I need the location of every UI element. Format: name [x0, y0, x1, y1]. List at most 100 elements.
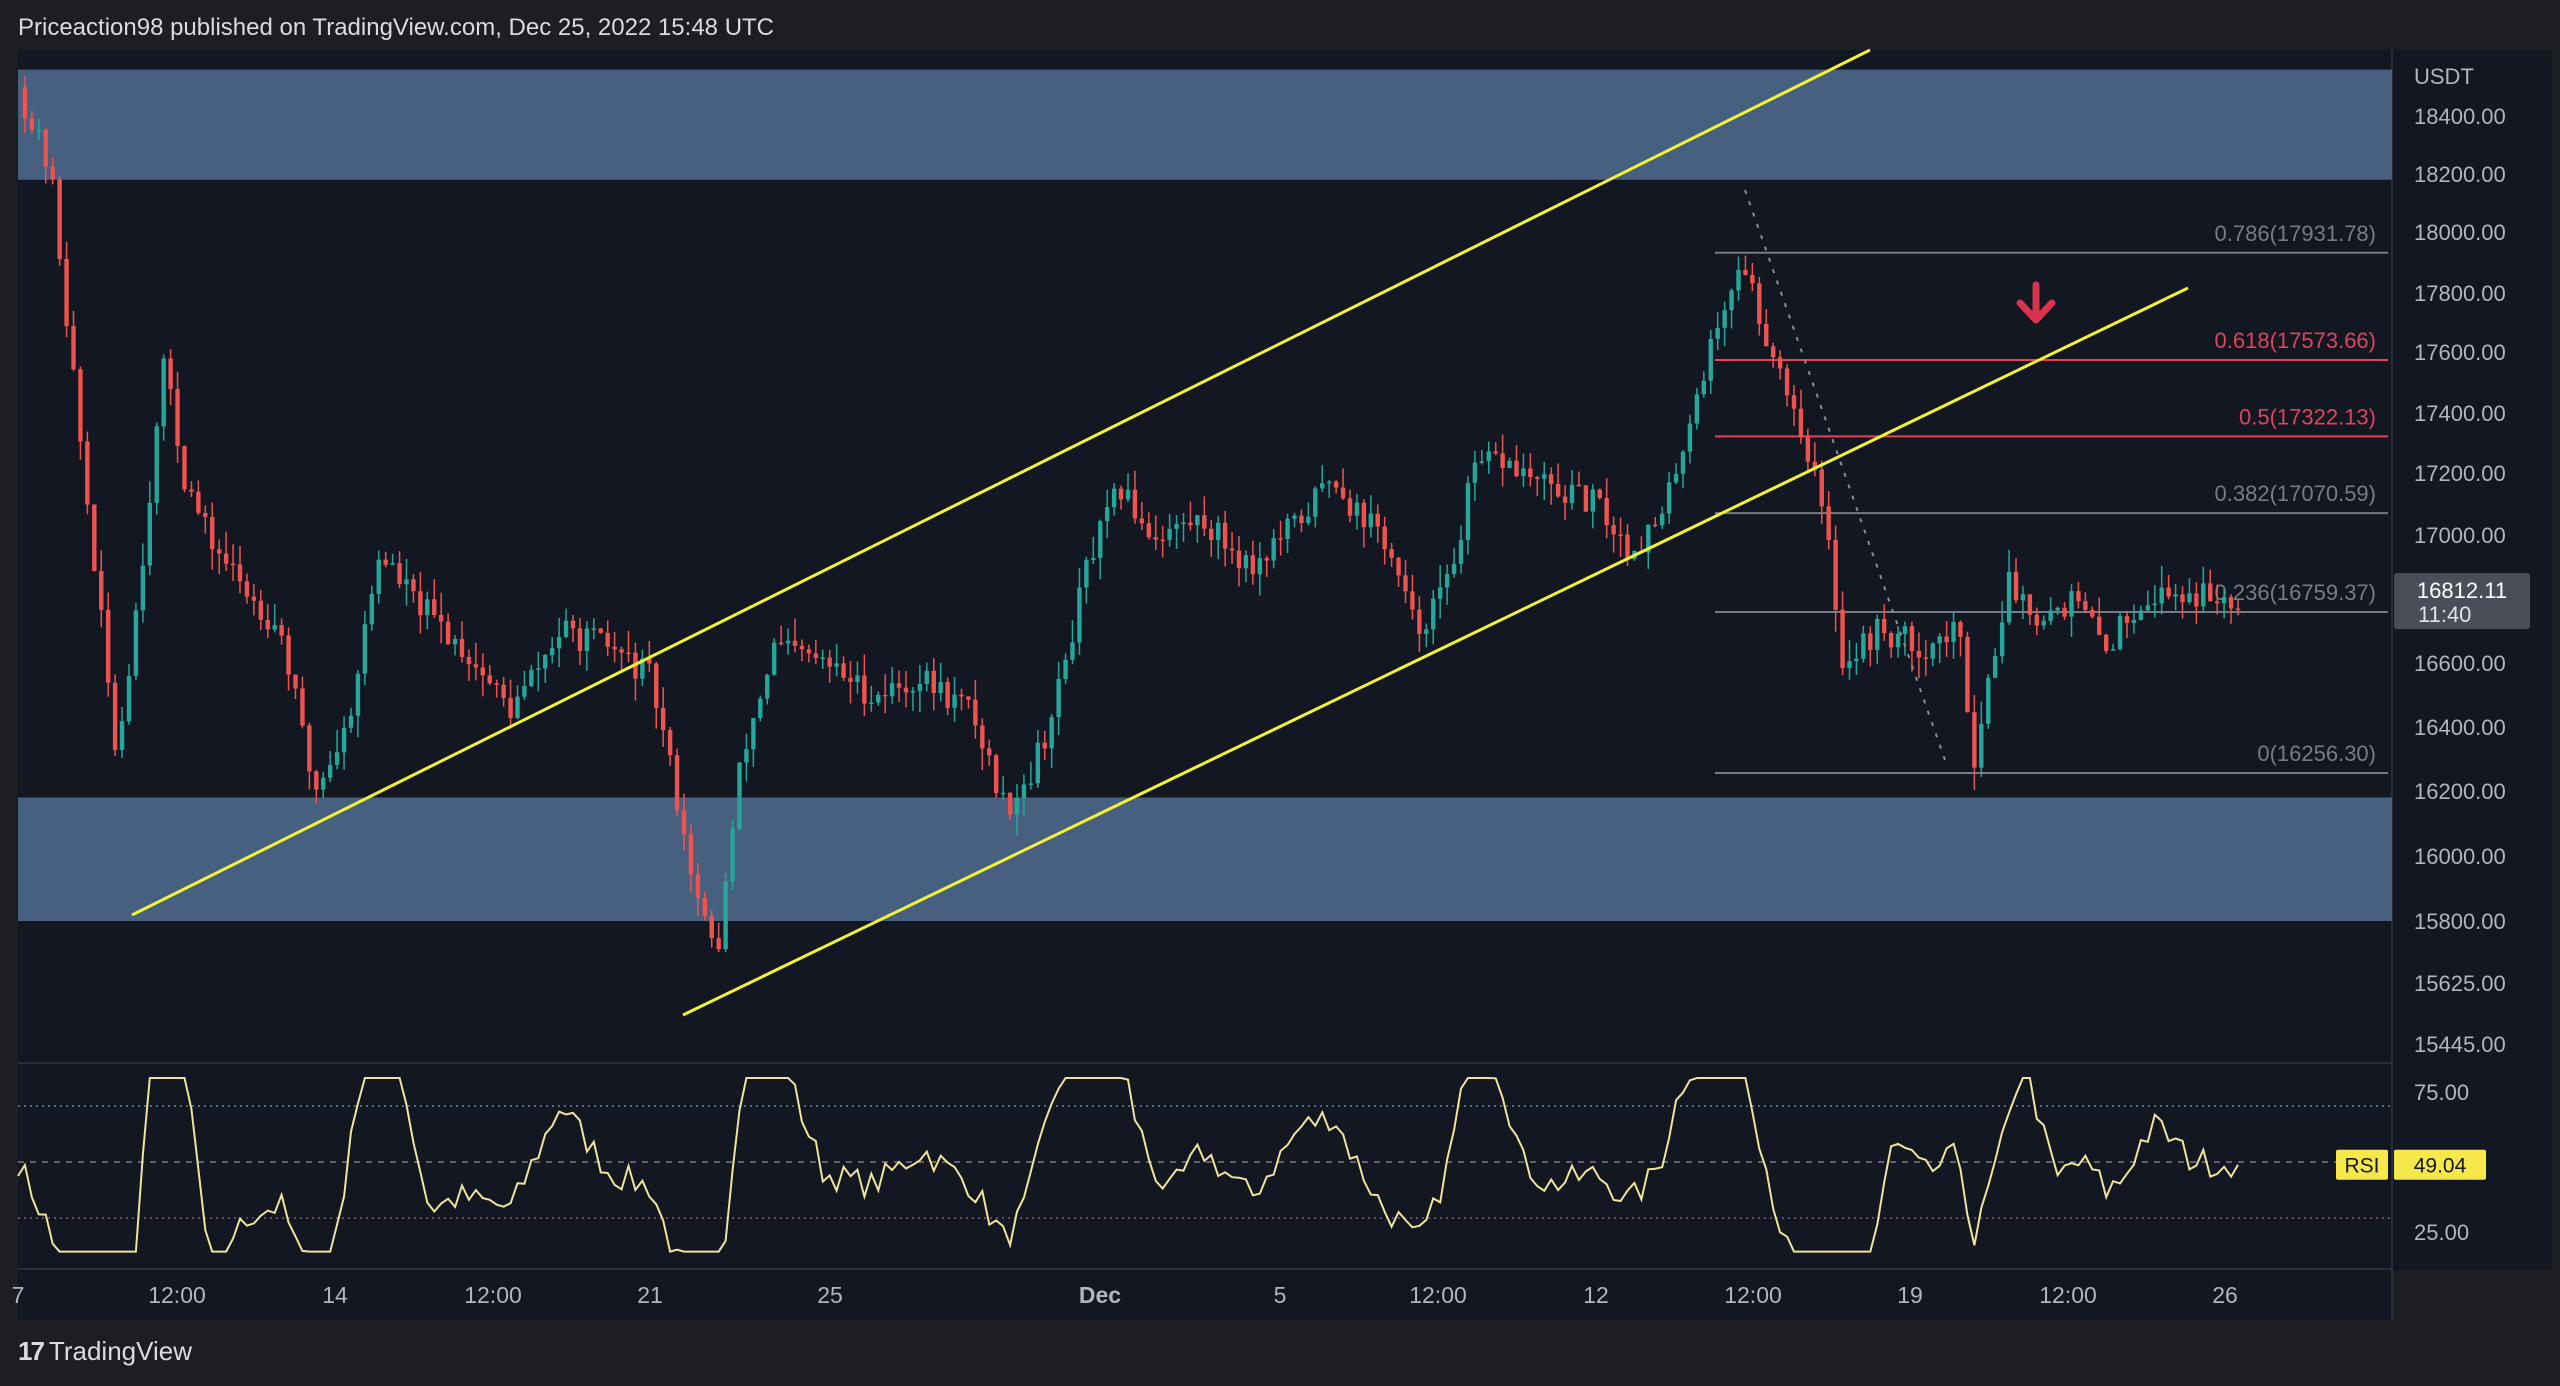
time-tick-label: 21: [637, 1282, 663, 1308]
candle-body: [376, 559, 381, 594]
tradingview-footer[interactable]: 17 TradingView: [18, 1336, 192, 1367]
candle-body: [1313, 488, 1318, 517]
candle-body: [78, 369, 83, 442]
candle-body: [1972, 712, 1977, 768]
candle-body: [674, 755, 680, 811]
candle-body: [2173, 594, 2178, 597]
candle-body: [577, 628, 583, 651]
candle-body: [112, 682, 118, 750]
candle-body: [1715, 327, 1720, 339]
candle-body: [1951, 622, 1956, 643]
candle-body: [119, 721, 125, 750]
candle-body: [2097, 616, 2102, 635]
candle-body: [2062, 607, 2067, 617]
candle-body: [966, 696, 971, 700]
candle-body: [1979, 723, 1984, 768]
candle-body: [1181, 522, 1186, 524]
candle-body: [1930, 643, 1935, 659]
candle-body: [2194, 593, 2199, 607]
candle-body: [1729, 290, 1734, 311]
candle-body: [418, 591, 423, 616]
candle-body: [889, 683, 895, 697]
candle-body: [1361, 502, 1367, 528]
candle-body: [1229, 548, 1235, 551]
candle-body: [2103, 634, 2109, 651]
candle-body: [1063, 659, 1068, 680]
current-price-value: 16812.11: [2417, 578, 2507, 603]
price-tick-label: 17600.00: [2414, 340, 2506, 365]
candle-body: [1500, 453, 1505, 469]
price-tick-label: 18000.00: [2414, 220, 2506, 245]
candle-body: [917, 683, 923, 692]
candle-body: [1604, 498, 1609, 526]
candle-body: [1909, 626, 1915, 651]
candle-body: [508, 697, 513, 719]
candle-body: [1236, 550, 1242, 569]
candle-body: [2076, 591, 2081, 602]
candle-body: [2013, 571, 2019, 601]
candle-body: [605, 632, 610, 647]
candle-body: [1340, 487, 1346, 499]
candle-body: [758, 698, 763, 719]
candle-body: [903, 687, 909, 693]
candle-body: [723, 881, 728, 950]
candle-body: [896, 683, 902, 688]
candle-body: [806, 649, 812, 654]
candle-body: [307, 725, 312, 772]
candle-body: [591, 628, 597, 630]
candle-body: [1153, 537, 1158, 540]
candle-body: [473, 664, 479, 668]
candle-body: [1750, 274, 1755, 284]
candle-body: [1014, 797, 1020, 815]
candle-body: [765, 674, 770, 699]
candle-body: [1209, 528, 1214, 540]
candle-body: [536, 668, 541, 670]
candle-body: [2214, 601, 2220, 604]
price-tick-label: 17800.00: [2414, 281, 2506, 306]
candle-body: [1812, 461, 1818, 470]
candle-body: [279, 625, 284, 636]
candle-body: [1562, 496, 1568, 503]
price-tick-label: 16000.00: [2414, 844, 2506, 869]
candle-body: [196, 491, 201, 513]
candle-body: [952, 694, 957, 708]
rsi-tick-label: 75.00: [2414, 1080, 2469, 1105]
candle-body: [1424, 629, 1429, 634]
candle-body: [2124, 616, 2130, 623]
candle-body: [1618, 534, 1623, 536]
candle-body: [862, 675, 867, 704]
time-tick-label: 12:00: [464, 1282, 522, 1308]
candle-body: [1104, 507, 1110, 522]
candle-body: [1132, 489, 1138, 519]
rsi-name-tag: [2336, 1149, 2388, 1180]
candle-body: [1542, 474, 1547, 479]
candle-body: [1146, 523, 1152, 538]
candle-body: [390, 563, 395, 565]
time-tick-label: 26: [2212, 1282, 2238, 1308]
candle-body: [237, 564, 243, 582]
candle-body: [619, 649, 624, 653]
candle-body: [827, 657, 832, 667]
candle-body: [1431, 598, 1436, 630]
candle-body: [522, 685, 527, 697]
candle-body: [813, 653, 819, 658]
candle-body: [1285, 518, 1290, 540]
candle-body: [1521, 468, 1526, 477]
candle-body: [327, 764, 333, 778]
candle-body: [2083, 601, 2088, 610]
candle-body: [1895, 634, 1901, 648]
candle-body: [348, 715, 354, 728]
rsi-value-tag: [2394, 1149, 2486, 1180]
candle-body: [1597, 489, 1602, 499]
candle-body: [1923, 657, 1929, 659]
candle-body: [175, 389, 180, 447]
candle-body: [924, 670, 930, 684]
candle-body: [910, 691, 916, 693]
candle-body: [2201, 583, 2206, 607]
candle-body: [987, 748, 992, 756]
candle-body: [778, 642, 784, 645]
zone-demand: [18, 797, 2392, 921]
candle-body: [2235, 608, 2241, 610]
candle-body: [2069, 591, 2074, 617]
